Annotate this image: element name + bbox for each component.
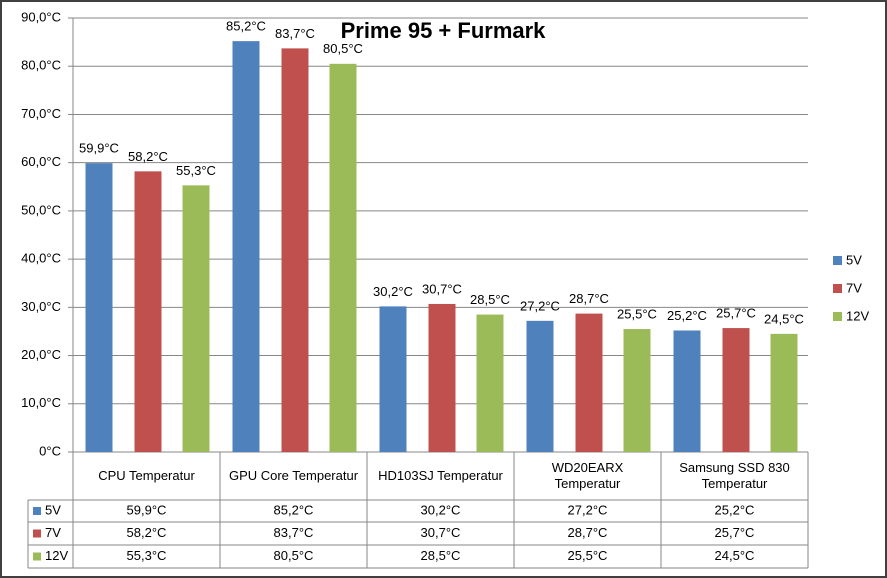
y-tick-label: 10,0°C — [21, 395, 61, 410]
table-row-label: 12V — [45, 548, 68, 563]
chart-title: Prime 95 + Furmark — [341, 18, 547, 43]
data-label: 55,3°C — [176, 163, 216, 178]
table-legend-swatch — [33, 552, 41, 561]
data-label: 80,5°C — [323, 41, 363, 56]
bar — [281, 48, 309, 452]
bar — [770, 333, 798, 452]
bar — [575, 313, 603, 452]
data-label: 25,7°C — [716, 306, 756, 321]
legend-swatch — [833, 284, 842, 293]
bar — [329, 63, 357, 453]
table-cell: 27,2°C — [568, 502, 608, 517]
x-tick-label: GPU Core Temperatur — [228, 468, 359, 483]
table-cell: 59,9°C — [127, 502, 167, 517]
legend-label: 5V — [846, 252, 862, 267]
y-tick-label: 70,0°C — [21, 106, 61, 121]
legend-swatch — [833, 256, 842, 265]
bar — [232, 41, 260, 452]
table-cell: 24,5°C — [715, 548, 755, 563]
legend-label: 12V — [846, 308, 869, 323]
x-tick-label: WD20EARX Temperatur — [551, 460, 624, 491]
data-label: 85,2°C — [226, 19, 266, 34]
table-cell: 80,5°C — [274, 548, 314, 563]
data-label: 83,7°C — [275, 26, 315, 41]
table-legend-swatch — [33, 529, 41, 538]
y-tick-label: 30,0°C — [21, 299, 61, 314]
table-cell: 83,7°C — [274, 525, 314, 540]
bar — [476, 314, 504, 452]
table-cell: 85,2°C — [274, 502, 314, 517]
legend-swatch — [833, 312, 842, 321]
bar — [428, 303, 456, 452]
y-tick-label: 20,0°C — [21, 347, 61, 362]
bar — [182, 185, 210, 452]
bar — [85, 163, 113, 452]
bar — [379, 306, 407, 452]
data-label: 25,2°C — [667, 308, 707, 323]
data-label: 58,2°C — [128, 149, 168, 164]
data-label: 30,7°C — [422, 281, 462, 296]
legend-label: 7V — [846, 280, 862, 295]
table-cell: 55,3°C — [127, 548, 167, 563]
bar — [673, 330, 701, 452]
table-cell: 25,7°C — [715, 525, 755, 540]
bar — [722, 328, 750, 452]
table-cell: 30,7°C — [421, 525, 461, 540]
y-tick-label: 50,0°C — [21, 202, 61, 217]
data-label: 27,2°C — [520, 298, 560, 313]
y-tick-label: 90,0°C — [21, 9, 61, 24]
data-label: 28,7°C — [569, 291, 609, 306]
data-label: 24,5°C — [764, 311, 804, 326]
bar — [134, 171, 162, 452]
x-tick-label: CPU Temperatur — [98, 468, 195, 483]
y-tick-label: 40,0°C — [21, 251, 61, 266]
table-row-label: 7V — [45, 525, 61, 540]
table-cell: 25,2°C — [715, 502, 755, 517]
data-label: 25,5°C — [617, 306, 657, 321]
table-cell: 58,2°C — [127, 525, 167, 540]
table-cell: 28,5°C — [421, 548, 461, 563]
table-row-label: 5V — [45, 502, 61, 517]
table-cell: 30,2°C — [421, 502, 461, 517]
bar — [526, 320, 554, 452]
x-tick-label: HD103SJ Temperatur — [378, 468, 503, 483]
bar — [623, 329, 651, 452]
x-tick-label: Samsung SSD 830 Temperatur — [679, 460, 790, 491]
table-legend-swatch — [33, 507, 41, 515]
data-label: 59,9°C — [79, 141, 119, 156]
y-tick-label: 60,0°C — [21, 154, 61, 169]
table-cell: 25,5°C — [568, 548, 608, 563]
data-label: 30,2°C — [373, 284, 413, 299]
y-tick-label: 80,0°C — [21, 58, 61, 73]
table-cell: 28,7°C — [568, 525, 608, 540]
y-tick-label: 0°C — [39, 443, 61, 458]
data-label: 28,5°C — [470, 292, 510, 307]
